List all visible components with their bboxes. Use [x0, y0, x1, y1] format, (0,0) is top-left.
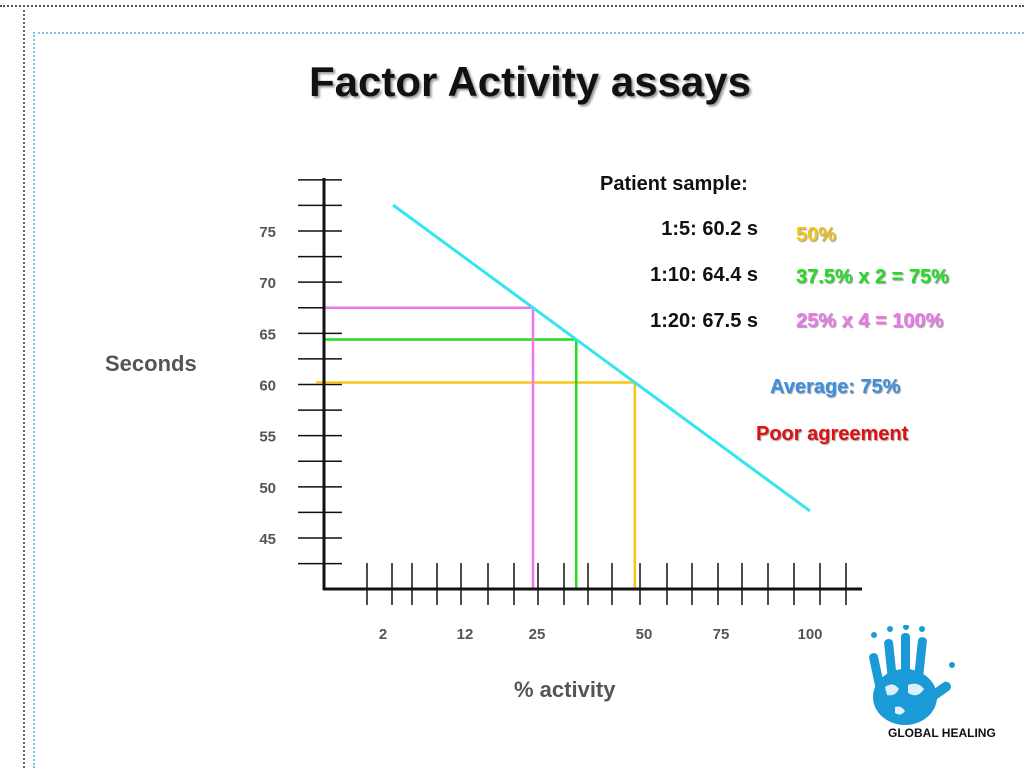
x-tick-label: 25: [529, 626, 546, 643]
slide-title: Factor Activity assays: [308, 58, 751, 105]
slide-outer-left-border: [23, 5, 25, 768]
tick-labels: 45 50 55 60 65 70 75 2 12 25 50 75 100: [259, 224, 822, 643]
y-tick-label: 65: [259, 326, 276, 343]
global-healing-logo-icon: [869, 625, 955, 725]
average-result: Average: 75%: [770, 376, 901, 398]
y-tick-label: 60: [259, 378, 276, 395]
patient-sample-header: Patient sample:: [600, 173, 748, 195]
x-tick-label: 2: [379, 626, 387, 643]
dilution-1-5-label: 1:5: 60.2 s: [661, 218, 758, 240]
x-tick-label: 100: [797, 626, 822, 643]
slide-outer-border: [0, 5, 1024, 768]
dilution-1-5-result: 50%: [796, 224, 837, 246]
slide-inner-border: [33, 32, 1024, 768]
standard-curve-line: [392, 203, 811, 513]
y-tick-label: 45: [259, 531, 276, 548]
x-tick-label: 75: [713, 626, 730, 643]
y-tick-label: 55: [259, 429, 276, 446]
dilution-1-20-label: 1:20: 67.5 s: [650, 310, 758, 332]
y-tick-label: 75: [259, 224, 276, 241]
axes: [322, 178, 862, 591]
reading-lines: [316, 306, 637, 589]
dilution-1-10-label: 1:10: 64.4 s: [650, 264, 758, 286]
y-axis-label: Seconds: [105, 351, 197, 376]
dilution-1-10-result: 37.5% x 2 = 75%: [796, 266, 949, 288]
x-tick-label: 12: [457, 626, 474, 643]
x-axis-label: % activity: [514, 677, 616, 702]
x-tick-label: 50: [636, 626, 653, 643]
logo-text: GLOBAL HEALING: [888, 726, 996, 740]
y-tick-label: 50: [259, 480, 276, 497]
minor-ticks: [298, 179, 847, 605]
standard-curve-layer: [392, 203, 811, 513]
y-tick-label: 70: [259, 275, 276, 292]
dilution-1-20-result: 25% x 4 = 100%: [796, 310, 944, 332]
poor-agreement-note: Poor agreement: [756, 423, 909, 445]
